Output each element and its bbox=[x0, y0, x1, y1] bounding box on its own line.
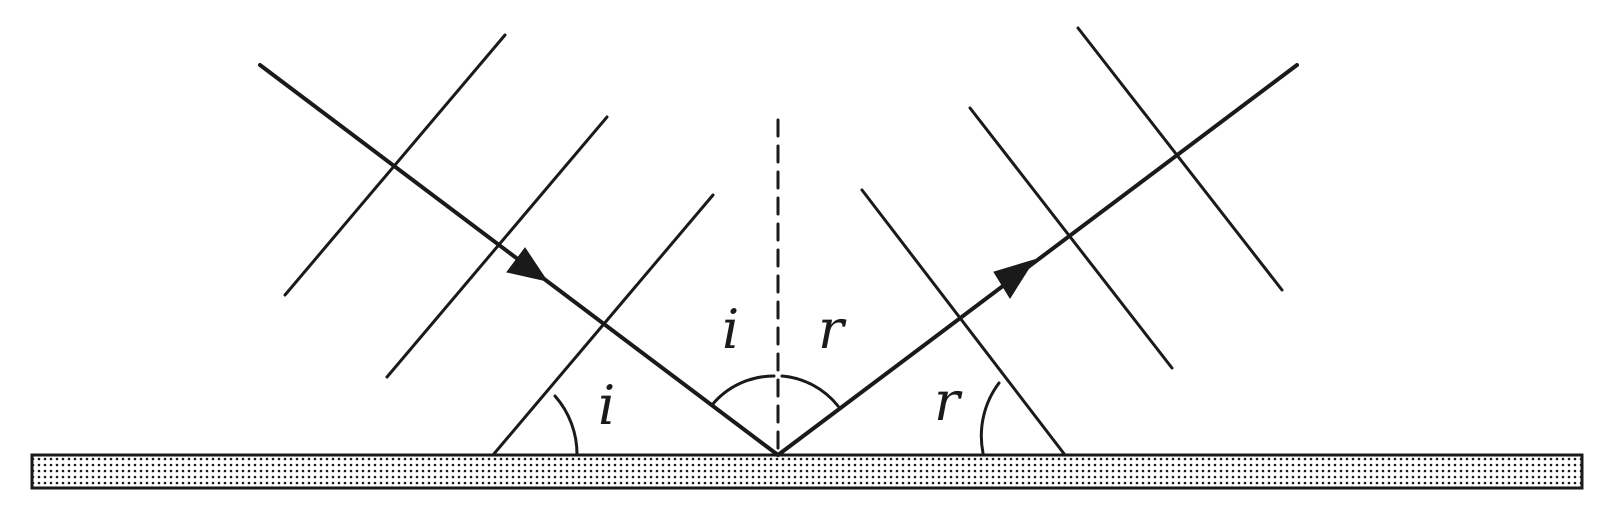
reflection-angle-label-surface: r bbox=[934, 370, 963, 433]
reflected-ray-arrowhead bbox=[993, 259, 1036, 299]
incident-ray-arrowhead bbox=[506, 247, 549, 282]
reflection-angle-arc-normal bbox=[780, 374, 840, 408]
reflected-ray bbox=[776, 63, 1299, 457]
reflecting-surface bbox=[30, 453, 1584, 490]
incident-wavefront-2 bbox=[385, 115, 609, 379]
reflected-wavefront-1 bbox=[1076, 26, 1284, 292]
incidence-angle-arc-surface bbox=[553, 394, 579, 457]
incidence-angle-label-surface: i bbox=[598, 374, 615, 437]
reflected-wavefront-2 bbox=[968, 106, 1174, 370]
reflection-angle-arc-surface bbox=[979, 381, 1001, 455]
reflection-angle-label-normal: r bbox=[818, 298, 847, 361]
incidence-angle-arc-normal bbox=[710, 374, 776, 407]
reflected-wavefront-3 bbox=[860, 188, 1067, 457]
incidence-angle-label-normal: i bbox=[722, 298, 739, 361]
